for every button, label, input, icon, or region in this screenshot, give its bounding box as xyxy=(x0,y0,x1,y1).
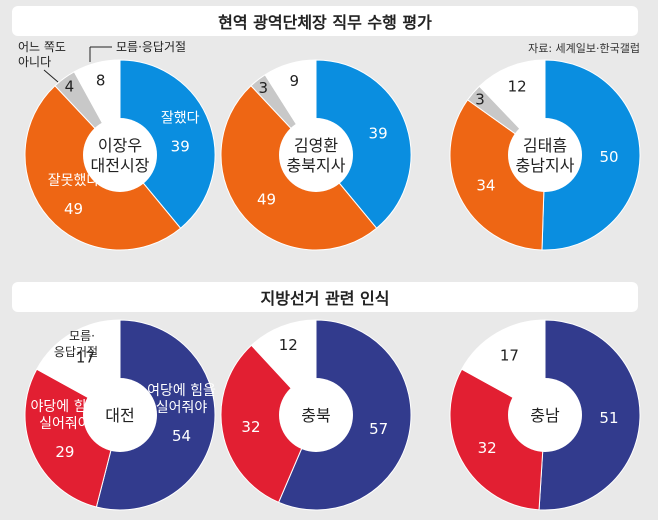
slice-value-label: 12 xyxy=(279,336,298,354)
center-label: 대전시장 xyxy=(91,156,150,175)
slice-1 xyxy=(541,59,641,251)
slice-1 xyxy=(315,59,412,229)
center-label: 김영환 xyxy=(294,136,338,155)
slice-value-label: 17 xyxy=(500,347,519,365)
slice-value-label: 32 xyxy=(478,439,497,457)
donut-chart-5: 충북 57 32 12 xyxy=(220,319,412,511)
center-label: 이장우 xyxy=(98,136,142,155)
donut-hole xyxy=(279,118,353,192)
slice-value-label: 51 xyxy=(599,409,618,427)
source-note: 자료: 세계일보·한국갤럽 xyxy=(528,42,640,55)
slice-value-label: 3 xyxy=(259,79,269,97)
slice-2 xyxy=(220,344,317,503)
top-section-title: 현역 광역단체장 직무 수행 평가 xyxy=(12,6,638,36)
slice-value-label: 8 xyxy=(96,71,106,89)
center-label: 충남지사 xyxy=(516,156,575,175)
slice-2 xyxy=(449,99,546,251)
slice-value-label: 12 xyxy=(508,77,527,95)
slice-name-label: 여당에 힘을 xyxy=(147,383,216,399)
slice-value-label: 34 xyxy=(476,176,495,194)
donut-hole xyxy=(279,378,353,452)
slice-name-label: 잘했다 xyxy=(161,110,200,126)
slice-value-label: 4 xyxy=(65,77,75,95)
slice-value-label: 39 xyxy=(171,137,190,155)
center-label: 충남 xyxy=(530,406,560,425)
callout-line xyxy=(43,69,59,83)
donut-chart-6: 충남 51 32 17 xyxy=(449,319,641,511)
slice-1 xyxy=(538,319,641,511)
callout-label: 모름·응답거절 xyxy=(116,40,186,54)
slice-value-label: 3 xyxy=(475,91,485,109)
donut-hole xyxy=(83,118,157,192)
slice-value-label: 29 xyxy=(55,443,74,461)
center-label: 대전 xyxy=(105,406,134,425)
callout-label: 아니다 xyxy=(18,55,51,69)
slice-name-label: 실어줘야 xyxy=(156,400,208,416)
slice-1 xyxy=(119,59,216,229)
slice-value-label: 39 xyxy=(369,125,388,143)
center-label: 충북 xyxy=(301,406,330,425)
slice-value-label: 17 xyxy=(76,348,95,366)
slice-value-label: 32 xyxy=(241,418,260,436)
slice-name-label: 잘못했다 xyxy=(48,173,100,189)
donut-hole xyxy=(508,118,582,192)
bottom-section-title: 지방선거 관련 인식 xyxy=(12,282,638,312)
donut-hole xyxy=(508,378,582,452)
slice-value-label: 57 xyxy=(369,420,388,438)
center-label: 김태흠 xyxy=(523,136,567,155)
slice-value-label: 49 xyxy=(64,200,83,218)
callout-label: 모름· xyxy=(69,329,95,343)
slice-value-label: 49 xyxy=(257,191,276,209)
slice-name-label: 실어줘야 xyxy=(39,416,91,432)
slice-name-label: 야당에 힘을 xyxy=(31,399,100,415)
slice-value-label: 50 xyxy=(599,148,618,166)
donut-hole xyxy=(83,378,157,452)
slice-value-label: 9 xyxy=(289,72,299,90)
center-label: 충북지사 xyxy=(287,156,346,175)
callout-label: 응답거절 xyxy=(54,345,98,359)
slice-value-label: 54 xyxy=(172,427,191,445)
callout-label: 어느 쪽도 xyxy=(18,40,66,54)
